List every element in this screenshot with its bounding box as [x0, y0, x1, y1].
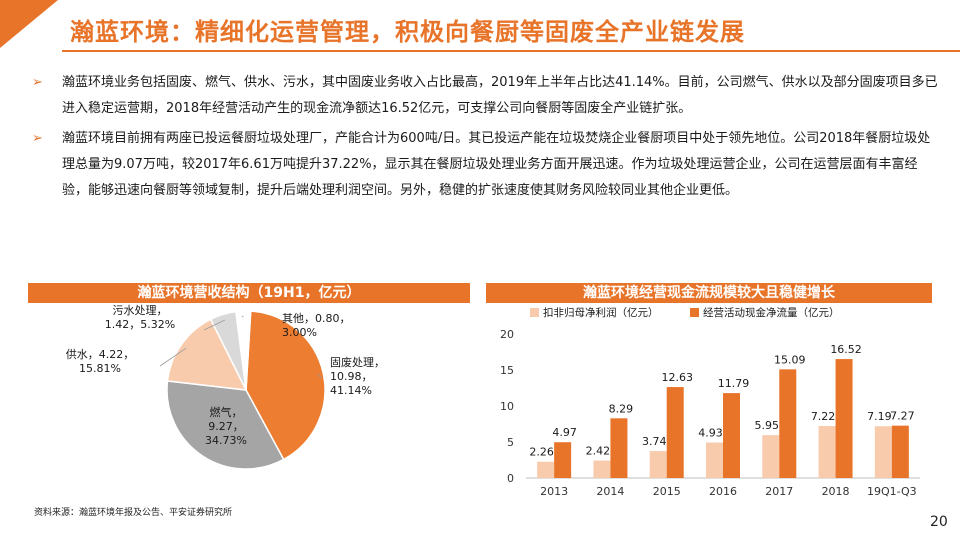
- y-tick-label: 15: [500, 364, 514, 377]
- bar: [818, 426, 836, 478]
- bar-value-label: 2.42: [586, 445, 611, 458]
- y-tick-label: 5: [507, 436, 514, 449]
- y-tick-label: 20: [500, 328, 514, 341]
- pie-chart: 固废处理， 10.98， 41.14% 燃气， 9.27， 34.73% 供水，4.22， 1…: [66, 304, 385, 470]
- x-tick-label: 2013: [540, 485, 568, 498]
- x-tick-label: 2017: [765, 485, 793, 498]
- pie-slice: [235, 310, 252, 391]
- pie-leader-line: [317, 373, 323, 379]
- pie-slice-label: 供水，4.22， 15.81%: [66, 347, 135, 375]
- title-divider: [62, 50, 960, 52]
- x-tick-label: 2016: [709, 485, 737, 498]
- bar: [610, 418, 628, 478]
- bar: [835, 359, 853, 478]
- bullet-list: ➢ 瀚蓝环境业务包括固废、燃气、供水、污水，其中固废业务收入占比最高，2019年…: [28, 70, 938, 208]
- bar: [593, 460, 611, 478]
- bar: [779, 369, 797, 478]
- bar-value-label: 3.74: [642, 435, 667, 448]
- title-bar: 瀚蓝环境：精细化运营管理，积极向餐厨等固废全产业链发展: [0, 0, 960, 58]
- y-tick-label: 10: [500, 400, 514, 413]
- x-tick-label: 19Q1-Q3: [867, 485, 917, 498]
- legend-entry: 扣非归母净利润（亿元）: [543, 306, 659, 319]
- legend-swatch: [690, 308, 699, 317]
- bar: [891, 425, 909, 478]
- y-tick-label: 0: [507, 472, 514, 485]
- bar-chart: 扣非归母净利润（亿元） 经营活动现金净流量（亿元） 0 5 10 15 20 2.26 4.97…: [500, 306, 920, 498]
- arrow-right-icon: ➢: [32, 75, 43, 90]
- pie-slice: [166, 380, 285, 470]
- bar-value-label: 16.52: [830, 343, 862, 356]
- bar-value-label: 7.19: [867, 410, 892, 423]
- pie-leader-line: [159, 347, 187, 367]
- bar: [706, 442, 723, 478]
- x-tick-label: 2014: [596, 485, 624, 498]
- pie-slice-label: 其他，0.80， 3.00%: [282, 312, 351, 339]
- bar-value-label: 11.79: [718, 377, 750, 390]
- bar-value-label: 4.97: [552, 426, 577, 439]
- x-tick-label: 2015: [653, 485, 681, 498]
- pie-leader-line: [203, 319, 225, 331]
- pie-chart-title: 瀚蓝环境营收结构（19H1，亿元）: [28, 283, 470, 303]
- bar-chart-title: 瀚蓝环境经营现金流规模较大且稳健增长: [486, 283, 932, 303]
- bar: [649, 451, 667, 478]
- x-tick-label: 2018: [822, 485, 850, 498]
- bar: [723, 393, 740, 478]
- bullet-text: 瀚蓝环境目前拥有两座已投运餐厨垃圾处理厂，产能合计为600吨/日。其已投运产能在…: [62, 131, 931, 198]
- pie-slice-label: 污水处理， 1.42，5.32%: [105, 304, 175, 331]
- pie-slice: [166, 318, 248, 391]
- arrow-right-icon: ➢: [32, 131, 43, 146]
- bar: [762, 435, 780, 478]
- bar-value-label: 8.29: [609, 402, 634, 415]
- bar-value-label: 7.22: [811, 410, 836, 423]
- page-title: 瀚蓝环境：精细化运营管理，积极向餐厨等固废全产业链发展: [70, 17, 745, 46]
- bar-value-label: 5.95: [755, 419, 780, 432]
- bar: [554, 442, 572, 478]
- source-note: 资料来源：瀚蓝环境年报及公告、平安证券研究所: [34, 508, 233, 518]
- bar: [874, 426, 892, 478]
- pie-slice-label: 燃气， 9.27， 34.73%: [205, 405, 247, 447]
- bar-value-label: 15.09: [774, 353, 806, 366]
- pie-slice: [245, 310, 326, 461]
- bullet-item: ➢ 瀚蓝环境目前拥有两座已投运餐厨垃圾处理厂，产能合计为600吨/日。其已投运产…: [28, 126, 938, 204]
- bullet-item: ➢ 瀚蓝环境业务包括固废、燃气、供水、污水，其中固废业务收入占比最高，2019年…: [28, 70, 938, 122]
- bar: [666, 387, 684, 478]
- legend-swatch: [530, 308, 539, 317]
- bar-value-label: 2.26: [529, 446, 554, 459]
- bar-value-label: 4.93: [698, 427, 723, 440]
- bullet-text: 瀚蓝环境业务包括固废、燃气、供水、污水，其中固废业务收入占比最高，2019年上半…: [62, 75, 938, 116]
- pie-slice-label: 固废处理， 10.98， 41.14%: [330, 355, 385, 397]
- bar-value-label: 12.63: [661, 371, 693, 384]
- page-number: 20: [930, 514, 948, 530]
- bar-value-label: 7.27: [890, 410, 915, 423]
- title-triangle-icon: [0, 0, 58, 48]
- legend-entry: 经营活动现金净流量（亿元）: [703, 306, 840, 319]
- pie-leader-line: [241, 315, 244, 318]
- bar: [537, 461, 555, 478]
